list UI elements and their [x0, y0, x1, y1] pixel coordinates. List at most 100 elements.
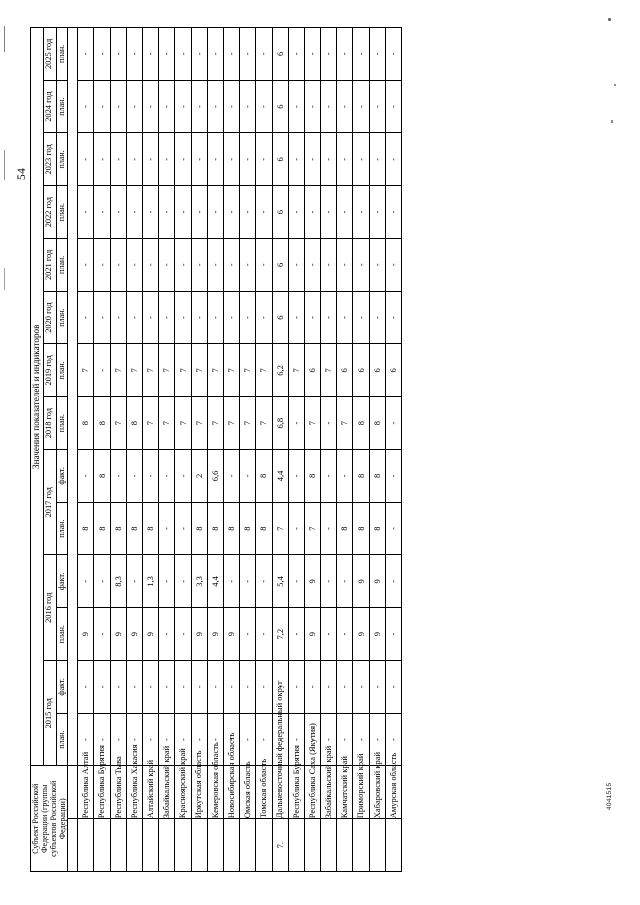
table-row: Красноярский край - - - - - -7 7- - - - - -	[174, 27, 192, 872]
table-cell: 8	[77, 396, 94, 450]
table-cell: -	[239, 555, 256, 608]
row-index	[239, 818, 256, 872]
table-cell: 8	[142, 502, 159, 555]
table-cell: 9	[142, 607, 159, 661]
header-year-2023: 2023 год	[43, 133, 57, 186]
table-cell: -	[93, 291, 111, 344]
table-cell: -	[223, 291, 240, 344]
table-cell: 7	[110, 396, 127, 450]
table-cell: 7	[288, 344, 305, 397]
rotated-table-container: Субъект Российской Федерации (группы суб…	[30, 27, 610, 872]
table-cell: -	[239, 607, 256, 661]
row-label: Забайкальский край	[320, 746, 337, 819]
table-cell: -	[174, 238, 192, 292]
table-cell: -	[369, 133, 386, 186]
row-index	[207, 818, 224, 872]
table-cell	[68, 344, 78, 397]
header-year-2022: 2022 год	[43, 185, 57, 239]
table-cell: -	[110, 449, 127, 503]
table-cell: -	[320, 80, 337, 133]
table-row: Приморский край - -9 9 8 8 8 6- - - - - -	[352, 27, 370, 872]
table-cell: 7	[191, 396, 208, 450]
table-cell: -	[369, 27, 386, 81]
table-cell: -	[255, 133, 272, 186]
table-cell: -	[304, 291, 321, 344]
table-cell: -	[304, 660, 321, 714]
table-cell: -	[191, 27, 208, 81]
table-row: Республика Саха (Якутия) - -9 9 7 8 7 6- - - - - -	[304, 27, 321, 872]
table-cell: -	[239, 449, 256, 503]
table-cell: -	[320, 449, 337, 503]
table-cell	[68, 713, 78, 766]
table-cell	[68, 555, 78, 608]
page-edge-mark	[4, 26, 5, 52]
table-cell: -	[255, 291, 272, 344]
table-cell: -	[352, 80, 370, 133]
table-row: Камчатский край - - - -8-7 6- - - - - -	[336, 27, 353, 872]
table-cell: -	[142, 713, 159, 766]
table-cell: -	[158, 449, 175, 503]
table-cell: -	[336, 607, 353, 661]
table-row: Новосибирская область - -9-8-7 7- - - - - -	[223, 27, 240, 872]
table-cell: 6	[272, 80, 289, 133]
table-cell: -	[77, 133, 94, 186]
table-cell: 7	[336, 396, 353, 450]
table-cell: -	[207, 133, 224, 186]
table-cell: -	[320, 607, 337, 661]
table-cell: -	[158, 185, 175, 239]
table-row: Омская область - - - -8-7 7- - - - - -	[239, 27, 256, 872]
page-edge-mark	[4, 150, 5, 180]
table-cell: 7	[191, 344, 208, 397]
table-cell: -	[174, 133, 192, 186]
table-row: Республика Алтай - -9-8-8 7- - - - - -	[77, 27, 94, 872]
table-cell: -	[239, 133, 256, 186]
table-cell: -	[223, 133, 240, 186]
table-cell: -	[126, 555, 143, 608]
table-cell: 7	[272, 502, 289, 555]
header-sub-2022-plan: план.	[56, 185, 68, 239]
table-cell: -	[77, 27, 94, 81]
table-cell: -	[288, 396, 305, 450]
scan-speck	[608, 18, 611, 21]
table-cell: -	[320, 185, 337, 239]
table-cell: -	[239, 185, 256, 239]
table-cell: -	[223, 660, 240, 714]
table-cell: -	[352, 291, 370, 344]
table-cell: 6	[304, 344, 321, 397]
table-cell: 6,8	[272, 396, 289, 450]
row-index	[369, 818, 386, 872]
table-cell: 7	[142, 344, 159, 397]
table-cell: 7	[320, 344, 337, 397]
row-index: 7.	[272, 818, 289, 872]
table-cell: -	[320, 27, 337, 81]
table-cell: 6,6	[207, 449, 224, 503]
table-cell: 9	[304, 607, 321, 661]
header-row-years: 2015 год 2016 год 2017 год 2018 год 2019…	[43, 27, 57, 872]
table-cell: 7	[174, 396, 192, 450]
table-cell: -	[320, 133, 337, 186]
table-cell: 7	[223, 344, 240, 397]
table-cell: -	[336, 27, 353, 81]
table-row: Алтайский край - -9 1,3 8-7 7- - - - - -	[142, 27, 159, 872]
table-cell: -	[77, 185, 94, 239]
row-label: Республика Алтай	[77, 752, 94, 819]
table-cell: 8	[336, 502, 353, 555]
table-cell: 8	[110, 502, 127, 555]
row-index	[385, 818, 402, 872]
table-cell: 6	[272, 185, 289, 239]
table-cell: -	[93, 660, 111, 714]
table-cell	[68, 608, 78, 661]
table-cell: 8	[93, 502, 111, 555]
table-cell: -	[288, 607, 305, 661]
row-label: Амурская область	[385, 753, 402, 819]
table-cell: 7	[304, 396, 321, 450]
table-cell: 7	[239, 396, 256, 450]
row-label: Республика Бурятия	[93, 745, 111, 819]
table-cell: -	[142, 133, 159, 186]
table-cell: -	[385, 607, 402, 661]
row-index	[174, 818, 192, 872]
row-index	[320, 818, 337, 872]
header-sub-2015-plan: план.	[56, 713, 68, 766]
table-cell: -	[158, 291, 175, 344]
table-cell: 8	[93, 449, 111, 503]
